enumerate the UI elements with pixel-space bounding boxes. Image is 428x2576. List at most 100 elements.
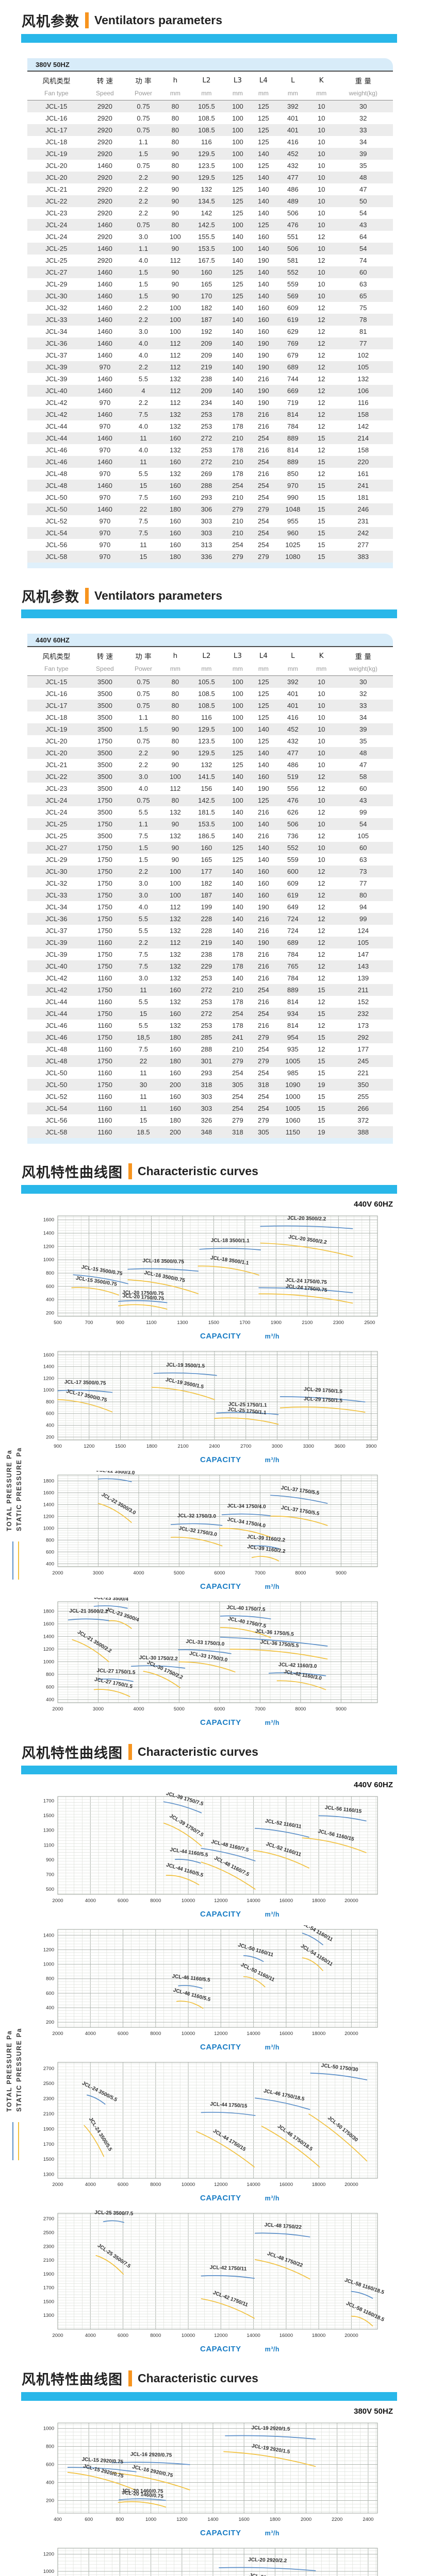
table-cell: 1460 (97, 387, 112, 395)
section-title-en: Characteristic curves (138, 1164, 258, 1178)
table-cell: 15 (317, 458, 325, 466)
table-cell: 165 (201, 856, 212, 863)
ventilators-table: 380V 50HZ 风机类型转 速功 率 h L2 L3 L4 L K 重 量 Fan type S… (27, 58, 393, 568)
curve-total-pressure (219, 2567, 316, 2571)
x-tick-label: 16000 (279, 2182, 293, 2188)
table-cell: 1460 (97, 268, 112, 276)
table-cell: 142 (357, 422, 369, 430)
table-cell: 254 (258, 1069, 269, 1077)
y-tick-label: 1400 (43, 1634, 54, 1639)
curve-total-pressure (174, 1859, 201, 1864)
table-cell: 1160 (97, 1069, 112, 1077)
table-cell: 954 (287, 1033, 299, 1041)
y-tick-label: 1500 (43, 2299, 54, 2304)
table-cell: 116 (201, 138, 212, 146)
table-cell: 7.5 (138, 951, 148, 958)
table-cell: 216 (258, 915, 269, 923)
curve-static-pressure (270, 1515, 328, 1526)
column-header: L3 (224, 646, 251, 664)
table-cell: 254 (258, 482, 269, 489)
column-unit: mm (162, 88, 188, 100)
y-tick-label: 1600 (43, 1217, 54, 1223)
table-cell: 1750 (97, 1057, 112, 1065)
table-cell: 19 (317, 1128, 325, 1136)
chart-svg: 2000 4000 6000 8000 10000 12000 14000 16000 1800… (43, 2210, 385, 2338)
table-cell: 187 (201, 316, 212, 324)
table-cell: 600 (287, 868, 299, 875)
table-cell: 388 (357, 1128, 369, 1136)
curve-static-pressure (243, 1976, 266, 1988)
table-cell: 140 (232, 868, 243, 875)
table-cell: 112 (170, 903, 181, 911)
table-cell: 216 (258, 1022, 269, 1029)
x-tick-label: 18000 (312, 2182, 325, 2188)
table-cell: 1750 (97, 796, 112, 804)
x-tick-label: 3300 (303, 1444, 314, 1449)
x-tick-label: 1200 (176, 2517, 187, 2522)
x-tick-label: 2700 (240, 1444, 251, 1449)
table-cell: 80 (171, 138, 179, 146)
voltage-tab: 380V 50HZ (27, 58, 393, 71)
table-cell: 125 (258, 737, 269, 745)
table-cell: 10 (317, 126, 325, 134)
table-row: JCL-21 3500 2.2 90 132 125 140 486 10 47 (27, 759, 393, 771)
x-tick-label: 10000 (182, 2031, 195, 2037)
table-cell: 990 (287, 494, 299, 501)
table-cell: 63 (359, 856, 367, 863)
table-cell: 519 (287, 773, 299, 781)
table-cell: 173 (357, 1022, 369, 1029)
table-cell: 5.5 (138, 915, 148, 923)
table-cell: 153.5 (198, 820, 215, 828)
curve-static-pressure (251, 1556, 279, 1562)
table-row: JCL-24 2920 3.0 100 155.5 140 160 551 12 64 (27, 231, 393, 243)
table-cell: 10 (317, 702, 325, 709)
table-cell: 216 (258, 962, 269, 970)
table-cell: 132 (170, 915, 181, 923)
table-cell: JCL-39 (45, 951, 68, 958)
column-header: L3 (224, 71, 251, 88)
table-cell: 4.0 (138, 446, 148, 454)
table-cell: 160 (170, 1045, 181, 1053)
y-tick-label: 1900 (43, 2272, 54, 2277)
table-cell: 1.5 (138, 268, 148, 276)
table-cell: 90 (171, 197, 179, 205)
table-cell: 108.5 (198, 126, 215, 134)
table-cell: 452 (287, 150, 299, 158)
curve-static-pressure (196, 2131, 255, 2168)
table-row: JCL-19 3500 1.5 90 129.5 100 140 452 10 39 (27, 723, 393, 735)
table-cell: 48 (359, 174, 367, 181)
table-row: JCL-36 1460 4.0 112 209 140 190 769 12 77 (27, 337, 393, 349)
table-cell: 784 (287, 422, 299, 430)
x-tick-label: 2100 (178, 1444, 189, 1449)
x-tick-label: 900 (54, 1444, 62, 1449)
table-cell: 221 (357, 1069, 369, 1077)
table-cell: 90 (171, 209, 179, 217)
table-row: JCL-44 1460 11 160 272 210 254 889 15 214 (27, 432, 393, 444)
table-cell: 2.2 (138, 304, 148, 312)
column-header: 重 量 (333, 71, 393, 88)
table-cell: 140 (232, 773, 243, 781)
table-cell: 210 (232, 986, 243, 994)
table-cell: 2920 (97, 197, 112, 205)
x-tick-label: 9000 (336, 1570, 347, 1576)
x-tick-label: 8000 (150, 2031, 161, 2037)
table-cell: JCL-39 (45, 375, 68, 383)
table-cell: 15 (139, 1116, 147, 1124)
table-cell: 1160 (97, 1093, 112, 1100)
x-tick-label: 16000 (279, 2031, 293, 2037)
table-cell: 889 (287, 458, 299, 466)
x-tick-label: 14000 (246, 2031, 260, 2037)
table-cell: 326 (201, 1116, 212, 1124)
curve-label: JCL-32 1750/3.0 (178, 1526, 218, 1537)
table-cell: 15 (317, 1033, 325, 1041)
table-cell: 100 (232, 138, 243, 146)
table-row: JCL-58 970 15 180 336 279 279 1080 15 383 (27, 551, 393, 563)
x-tick-label: 6000 (118, 1898, 128, 1904)
y-axis-ticks: 400 600 800 1000 1200 1400 1600 1800 (43, 1479, 54, 1567)
table-cell: 784 (287, 951, 299, 958)
table-row: JCL-52 970 7.5 160 303 210 254 955 15 231 (27, 515, 393, 527)
x-tick-label: 20000 (344, 2182, 358, 2188)
table-cell: 18.5 (137, 1128, 150, 1136)
y-tick-label: 1000 (43, 1387, 54, 1393)
